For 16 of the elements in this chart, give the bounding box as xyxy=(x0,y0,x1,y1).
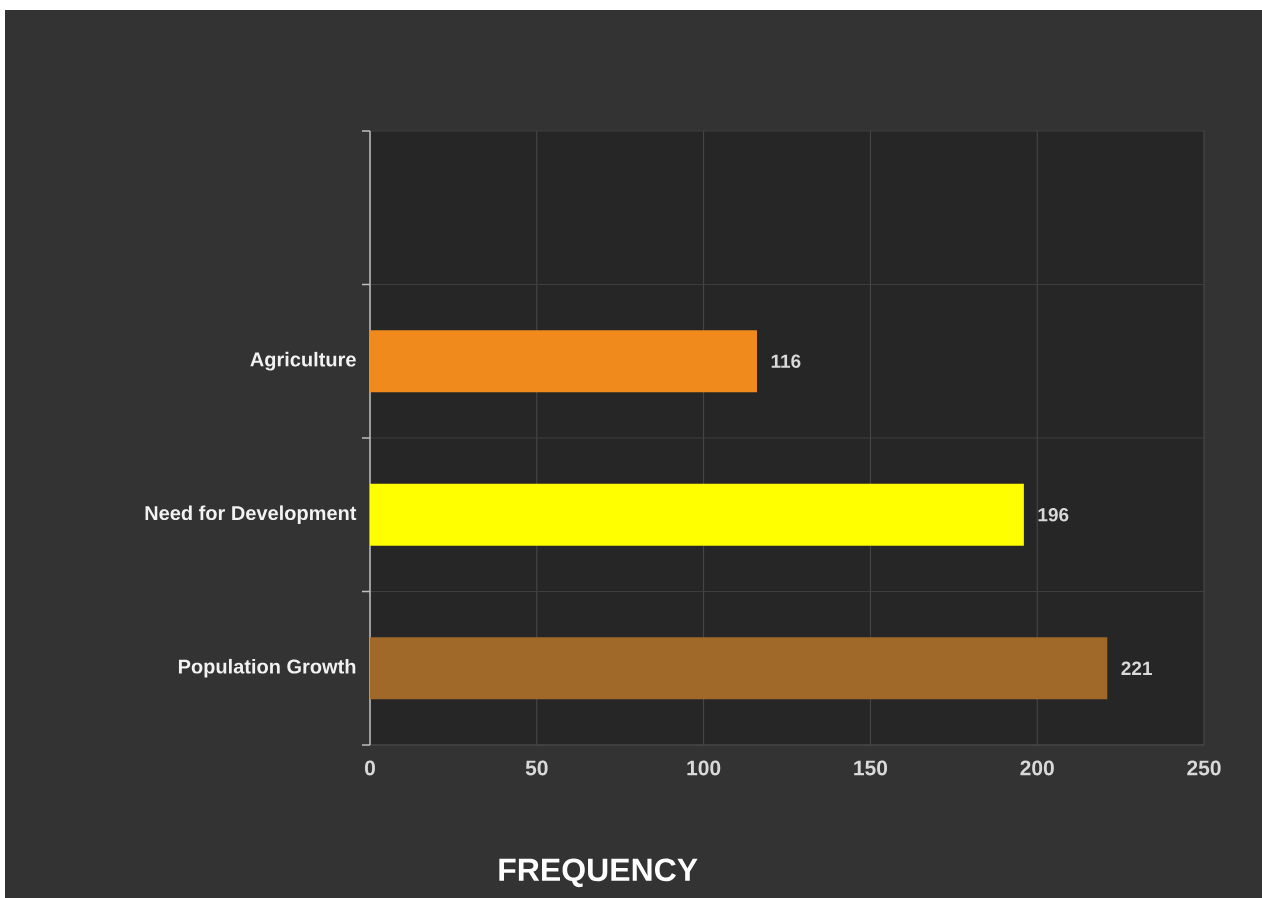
x-tick-label: 200 xyxy=(1020,760,1054,776)
y-tick-label: Need for Development xyxy=(145,505,357,525)
x-axis-title: FREQUENCY xyxy=(499,858,698,888)
x-tick-label: 0 xyxy=(364,760,375,776)
data-label: 116 xyxy=(771,354,801,368)
data-label: 221 xyxy=(1121,661,1152,675)
x-tick-label: 150 xyxy=(854,760,888,776)
y-tick-label: Agriculture xyxy=(250,351,356,371)
bar xyxy=(370,330,757,393)
data-label: 196 xyxy=(1038,508,1069,522)
bar xyxy=(370,637,1108,700)
y-tick-label: Population Growth xyxy=(178,658,356,678)
bar xyxy=(370,483,1024,546)
x-tick-label: 50 xyxy=(525,760,548,776)
x-tick-label: 100 xyxy=(687,760,721,776)
x-tick-label: 250 xyxy=(1187,760,1221,776)
